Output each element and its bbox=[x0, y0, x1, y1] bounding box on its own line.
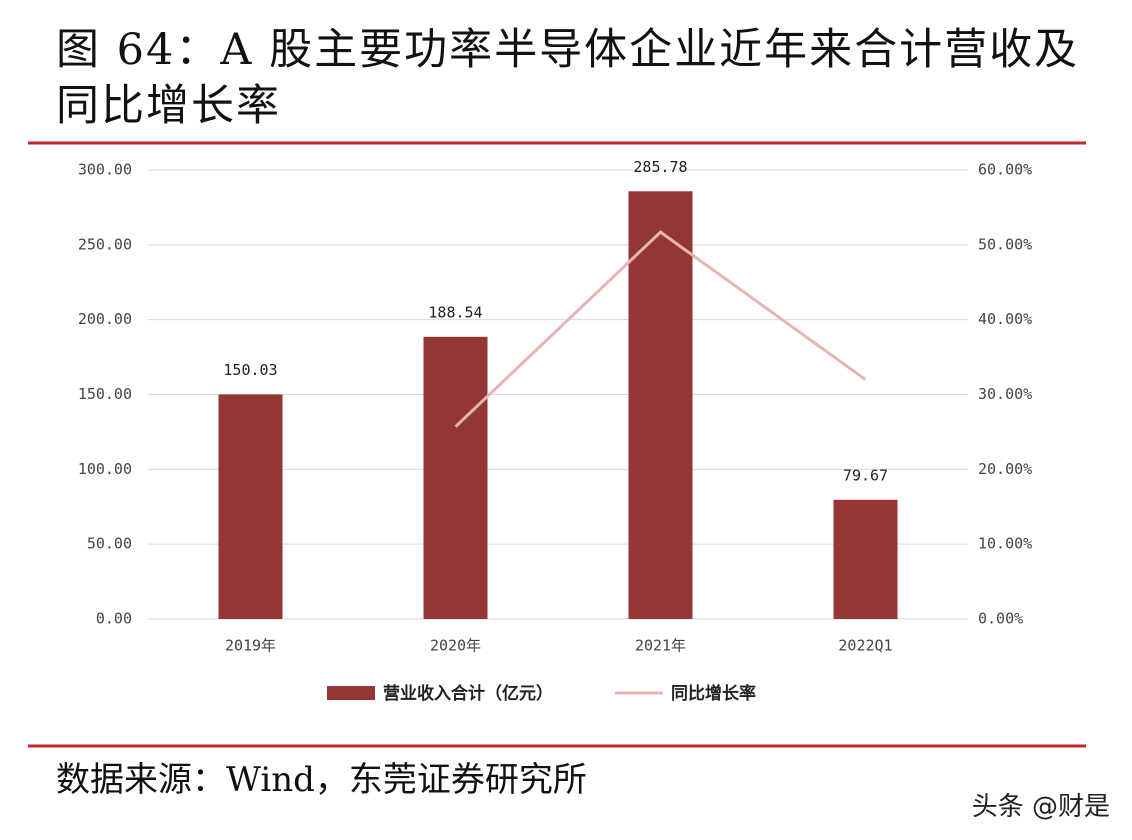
y2-tick-label: 10.00% bbox=[978, 535, 1032, 553]
legend-swatch bbox=[327, 686, 375, 700]
y2-tick-label: 30.00% bbox=[978, 385, 1032, 403]
legend-label: 营业收入合计（亿元） bbox=[383, 683, 553, 704]
y2-tick-label: 0.00% bbox=[978, 610, 1023, 628]
y2-tick-label: 40.00% bbox=[978, 310, 1032, 328]
y2-tick-label: 50.00% bbox=[978, 235, 1032, 253]
x-tick-label: 2022Q1 bbox=[838, 637, 892, 655]
y-tick-label: 0.00 bbox=[96, 610, 132, 628]
data-label: 188.54 bbox=[428, 303, 482, 321]
data-label: 79.67 bbox=[843, 466, 888, 484]
y-tick-label: 200.00 bbox=[78, 310, 132, 328]
source: 数据来源：Wind，东莞证券研究所 bbox=[56, 760, 587, 800]
data-label: 150.03 bbox=[223, 361, 277, 379]
y-tick-label: 250.00 bbox=[78, 235, 132, 253]
x-tick-label: 2020年 bbox=[430, 637, 481, 655]
bar bbox=[218, 394, 283, 619]
y-tick-label: 150.00 bbox=[78, 385, 132, 403]
y-tick-label: 100.00 bbox=[78, 460, 132, 478]
data-label: 285.78 bbox=[633, 158, 687, 176]
chart-title: 图 64：A 股主要功率半导体企业近年来合计营收及同比增长率 bbox=[56, 25, 1080, 131]
bar bbox=[628, 191, 693, 619]
y-tick-label: 300.00 bbox=[78, 161, 132, 179]
y2-tick-label: 20.00% bbox=[978, 460, 1032, 478]
bar bbox=[833, 499, 898, 619]
watermark: 头条 @财是 bbox=[971, 792, 1110, 822]
y2-tick-label: 60.00% bbox=[978, 161, 1032, 179]
bar bbox=[423, 336, 488, 619]
y-tick-label: 50.00 bbox=[87, 535, 132, 553]
legend-label: 同比增长率 bbox=[671, 683, 756, 704]
line bbox=[454, 230, 867, 428]
x-tick-label: 2021年 bbox=[635, 637, 686, 655]
x-tick-label: 2019年 bbox=[225, 637, 276, 655]
